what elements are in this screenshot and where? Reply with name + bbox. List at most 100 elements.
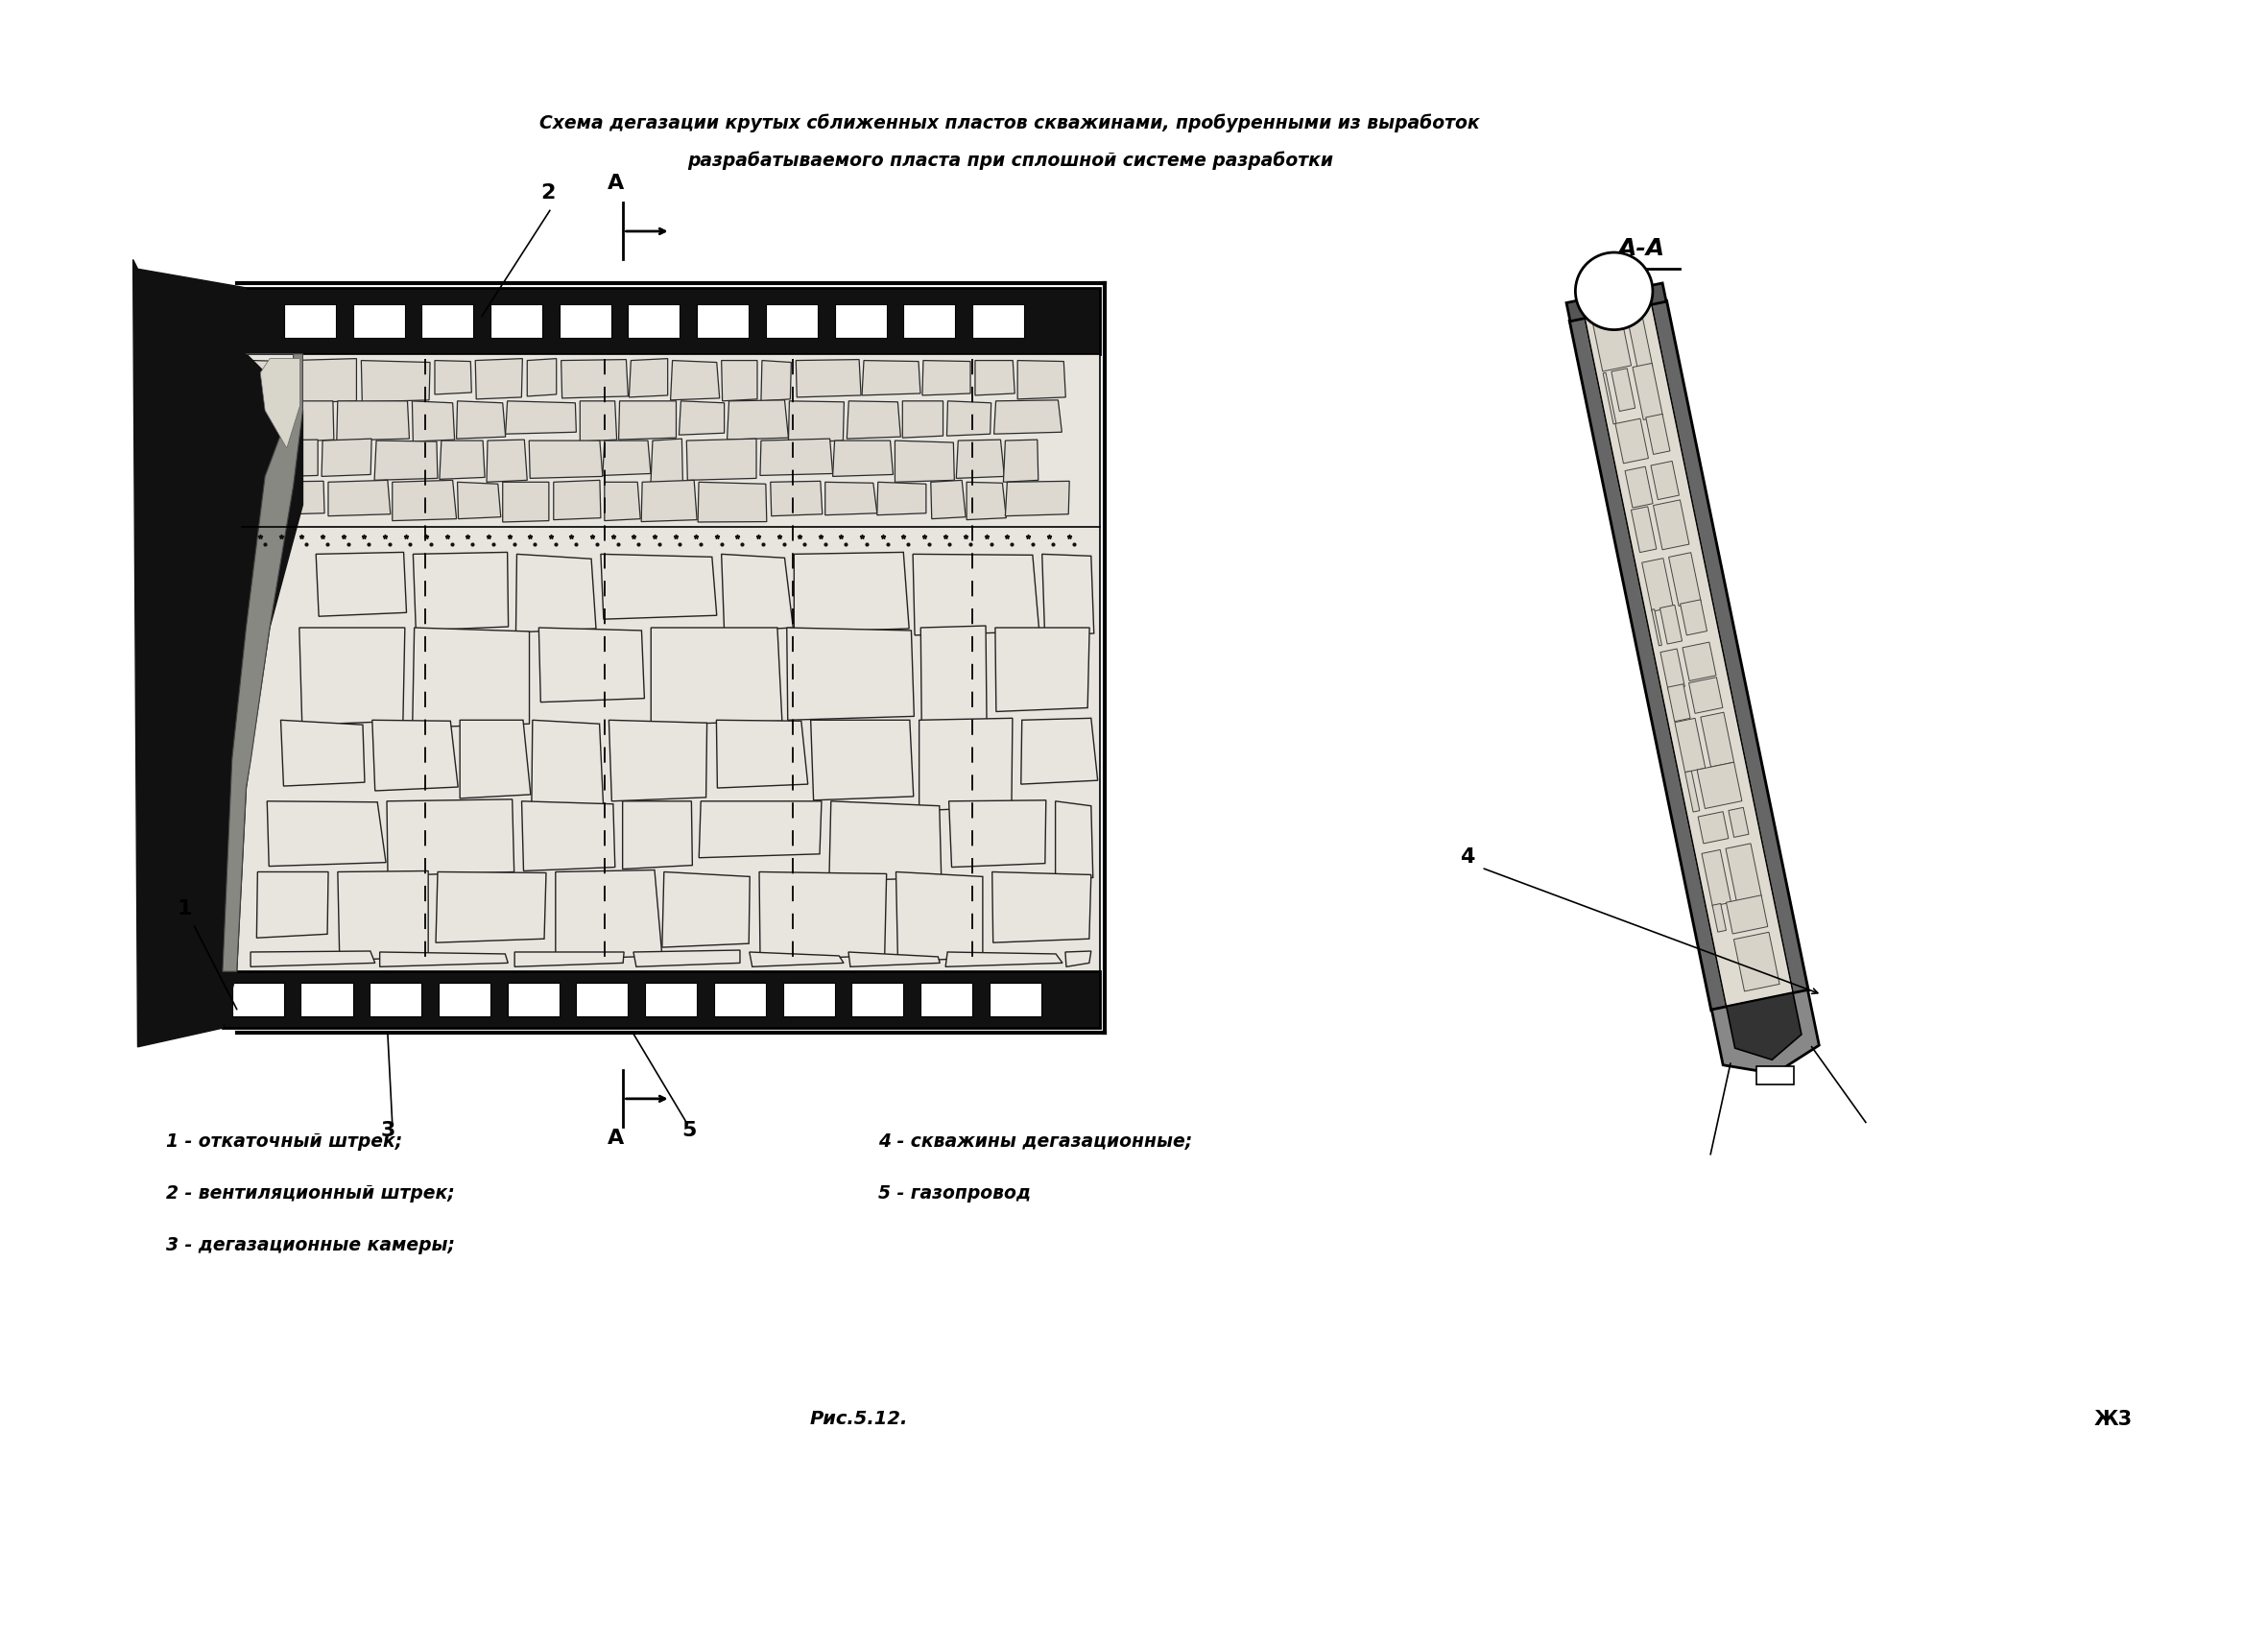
Polygon shape [556,870,662,960]
Polygon shape [699,482,767,523]
Polygon shape [392,480,456,521]
Polygon shape [896,871,982,962]
Bar [903,304,955,337]
Polygon shape [760,871,887,960]
Polygon shape [581,401,617,442]
Polygon shape [515,554,596,633]
Polygon shape [930,480,966,520]
Polygon shape [290,358,356,403]
Polygon shape [522,801,615,871]
Polygon shape [606,482,640,521]
Polygon shape [240,288,1100,353]
Polygon shape [771,482,823,516]
Polygon shape [134,260,302,1047]
Polygon shape [315,552,406,616]
Polygon shape [1699,812,1728,843]
Polygon shape [1660,649,1685,690]
Polygon shape [338,871,429,960]
Polygon shape [299,401,333,442]
Polygon shape [1002,439,1039,482]
Polygon shape [503,482,549,523]
Polygon shape [832,441,894,477]
Bar [644,983,696,1016]
Polygon shape [256,871,329,937]
Polygon shape [762,360,792,401]
Polygon shape [1631,506,1656,552]
Polygon shape [1569,301,1808,1009]
Polygon shape [633,950,739,967]
Polygon shape [810,720,914,801]
Polygon shape [1733,932,1780,991]
Polygon shape [619,401,676,439]
Text: Рис.5.12.: Рис.5.12. [810,1411,907,1429]
Text: 3 - дегазационные камеры;: 3 - дегазационные камеры; [166,1236,456,1254]
Polygon shape [1690,677,1724,713]
Polygon shape [946,952,1061,967]
Bar [696,304,748,337]
Polygon shape [413,552,508,631]
Polygon shape [760,439,832,475]
Polygon shape [789,401,844,442]
Polygon shape [1726,993,1801,1060]
Polygon shape [608,720,708,801]
Bar [370,983,422,1016]
Polygon shape [458,482,501,520]
Polygon shape [651,439,683,483]
Polygon shape [903,401,943,437]
Polygon shape [787,628,914,720]
Polygon shape [1021,718,1098,784]
Polygon shape [662,871,751,947]
Bar [921,983,973,1016]
Polygon shape [1567,283,1667,321]
Polygon shape [1685,771,1699,812]
Polygon shape [222,972,1100,1028]
Polygon shape [603,441,651,475]
Polygon shape [252,482,324,515]
Polygon shape [374,441,438,480]
Polygon shape [336,401,408,441]
Polygon shape [249,952,374,967]
Polygon shape [252,439,318,477]
Text: 4 - скважины дегазационные;: 4 - скважины дегазационные; [878,1133,1193,1151]
Polygon shape [642,480,696,521]
Text: A: A [608,1129,624,1148]
Polygon shape [1683,643,1717,681]
Polygon shape [728,399,789,439]
Text: 2: 2 [540,182,556,202]
Polygon shape [912,554,1039,635]
Text: 1 - откаточный штрек;: 1 - откаточный штрек; [166,1133,401,1151]
Polygon shape [1642,559,1674,612]
Polygon shape [826,482,878,515]
Polygon shape [222,353,302,972]
Text: 1: 1 [177,899,193,919]
Polygon shape [1653,500,1690,549]
Bar [973,304,1025,337]
Polygon shape [848,952,939,967]
Polygon shape [1592,312,1631,372]
Polygon shape [1633,363,1662,419]
Polygon shape [896,441,955,482]
Bar [767,304,819,337]
Polygon shape [1728,807,1749,837]
Polygon shape [794,552,909,633]
Polygon shape [528,441,603,478]
Text: разрабатываемого пласта при сплошной системе разработки: разрабатываемого пласта при сплошной сис… [687,151,1334,169]
Polygon shape [601,554,717,620]
Polygon shape [975,360,1014,395]
Polygon shape [628,358,667,398]
Polygon shape [862,360,921,395]
Text: 2 - вентиляционный штрек;: 2 - вентиляционный штрек; [166,1184,454,1202]
Polygon shape [553,480,601,520]
Polygon shape [1651,610,1662,646]
Polygon shape [1569,319,1726,1009]
Polygon shape [1647,414,1669,454]
Polygon shape [526,358,556,396]
Bar [576,983,628,1016]
Polygon shape [268,801,386,866]
Bar [284,304,336,337]
Polygon shape [322,439,372,477]
Polygon shape [796,360,862,398]
Polygon shape [996,628,1089,712]
Polygon shape [1603,373,1617,424]
Bar [835,304,887,337]
